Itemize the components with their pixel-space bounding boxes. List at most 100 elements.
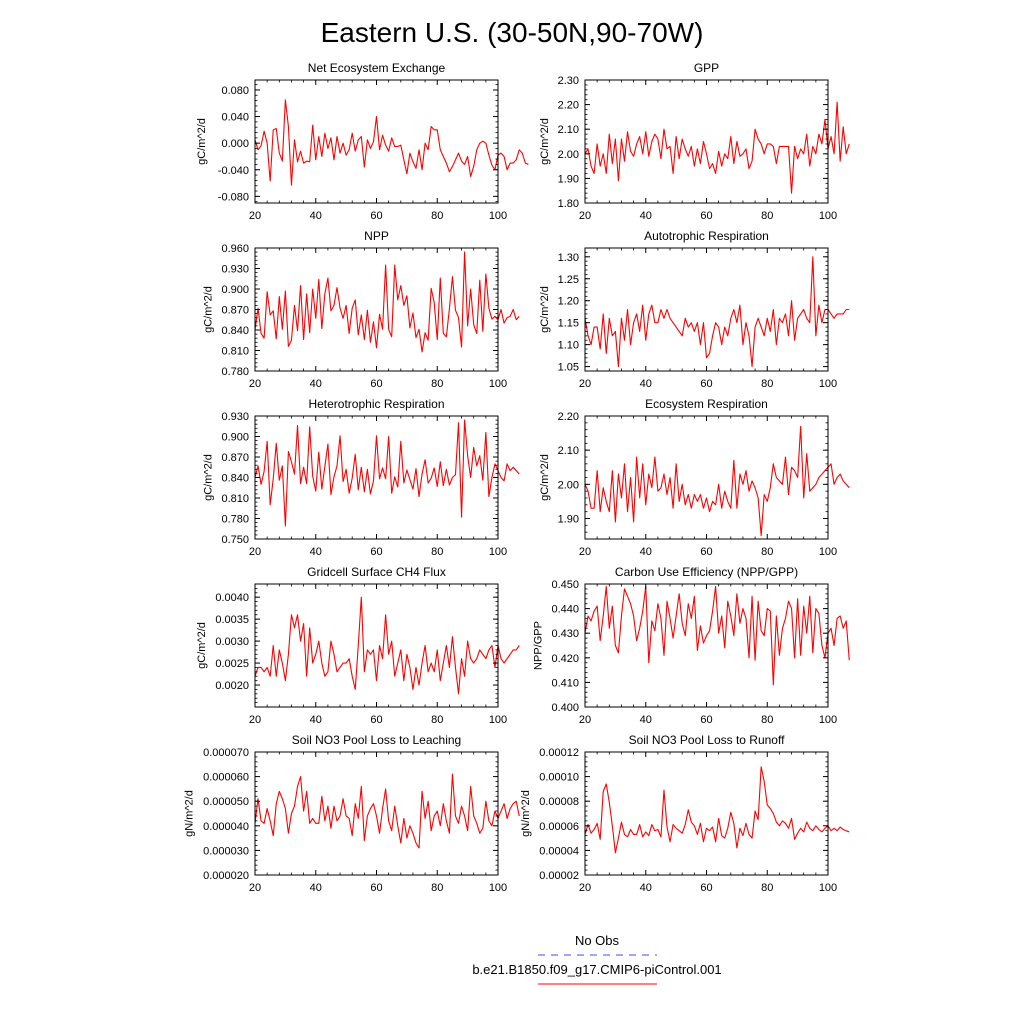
y-tick-label: 0.000050 [203, 796, 249, 808]
x-tick-label: 60 [700, 210, 712, 222]
y-axis-label: gC/m^2/d [539, 454, 551, 501]
panel-8: Carbon Use Efficiency (NPP/GPP) 20 40 60 80 1… [533, 565, 850, 726]
y-tick-label: 0.900 [221, 432, 249, 444]
x-tick-label: 60 [370, 714, 382, 726]
y-axis-label: gC/m^2/d [203, 454, 215, 501]
y-tick-label: 0.780 [221, 366, 249, 378]
legend-label-1: No Obs [575, 933, 620, 948]
legend: No Obs b.e21.B1850.f09_g17.CMIP6-piContro… [472, 933, 722, 985]
y-tick-label: 2.10 [558, 124, 579, 136]
y-tick-label: 0.000030 [203, 845, 249, 857]
x-tick-label: 40 [640, 546, 652, 558]
y-tick-label: 2.10 [558, 445, 579, 457]
x-tick-label: 40 [310, 546, 322, 558]
panel-10: Soil NO3 Pool Loss to Runoff 20 40 60 80 100 0… [520, 733, 850, 894]
x-tick-label: 100 [489, 714, 507, 726]
series-line [584, 256, 850, 368]
panel-title: Gridcell Surface CH4 Flux [307, 565, 446, 579]
y-tick-label: 0.000020 [203, 870, 249, 882]
y-tick-label: 0.00004 [539, 845, 579, 857]
panels: Net Ecosystem Exchange 20 40 60 80 100 -0.080 -… [184, 61, 850, 894]
y-tick-label: 2.00 [558, 479, 579, 491]
y-tick-label: 0.440 [551, 604, 579, 616]
y-tick-label: 0.0020 [215, 680, 249, 692]
x-tick-label: 40 [640, 210, 652, 222]
y-tick-label: 0.420 [551, 653, 579, 665]
y-tick-label: 0.0035 [215, 614, 249, 626]
x-tick-label: 80 [761, 714, 773, 726]
series-line [254, 99, 529, 186]
y-tick-label: 0.840 [221, 473, 249, 485]
y-axis-label: gC/m^2/d [196, 118, 208, 165]
y-tick-label: 0.400 [551, 702, 579, 714]
y-tick-label: 0.00002 [539, 870, 579, 882]
main-title: Eastern U.S. (30-50N,90-70W) [321, 17, 704, 48]
x-tick-label: 80 [431, 546, 443, 558]
y-tick-label: 0.780 [221, 514, 249, 526]
x-tick-label: 20 [579, 546, 591, 558]
y-axis-label: gC/m^2/d [539, 118, 551, 165]
x-tick-label: 80 [761, 378, 773, 390]
y-tick-label: 2.00 [558, 149, 579, 161]
y-tick-label: 1.20 [558, 296, 579, 308]
y-tick-label: 1.25 [558, 274, 579, 286]
series-line [584, 585, 850, 686]
x-tick-label: 40 [310, 882, 322, 894]
panel-title: Carbon Use Efficiency (NPP/GPP) [615, 565, 798, 579]
y-tick-label: 0.810 [221, 346, 249, 358]
panel-title: NPP [364, 229, 389, 243]
y-tick-label: 0.870 [221, 305, 249, 317]
y-tick-label: 1.90 [558, 173, 579, 185]
panel-5: Heterotrophic Respiration 20 40 60 80 100 0.75… [203, 397, 520, 558]
series-line [254, 773, 520, 849]
y-tick-label: -0.040 [218, 165, 249, 177]
x-tick-label: 80 [431, 714, 443, 726]
y-tick-label: 1.90 [558, 514, 579, 526]
y-tick-label: 0.840 [221, 325, 249, 337]
panel-4: Autotrophic Respiration 20 40 60 80 100 1.05 1.… [539, 229, 850, 390]
series-line [584, 766, 850, 854]
x-tick-label: 40 [640, 378, 652, 390]
x-tick-label: 20 [249, 546, 261, 558]
x-tick-label: 60 [700, 714, 712, 726]
y-axis-label: gC/m^2/d [539, 286, 551, 333]
y-tick-label: 0.0030 [215, 636, 249, 648]
x-tick-label: 40 [640, 714, 652, 726]
y-tick-label: 1.30 [558, 252, 579, 264]
y-axis-label: gC/m^2/d [196, 622, 208, 669]
y-tick-label: 0.000060 [203, 772, 249, 784]
y-tick-label: 0.00008 [539, 796, 579, 808]
panel-9: Soil NO3 Pool Loss to Leaching 20 40 60 80 10… [184, 733, 520, 894]
y-tick-label: 0.430 [551, 628, 579, 640]
panel-7: Gridcell Surface CH4 Flux 20 40 60 80 100 0.00… [196, 565, 520, 726]
x-tick-label: 80 [431, 882, 443, 894]
y-tick-label: 0.450 [551, 579, 579, 591]
panel-title: Ecosystem Respiration [645, 397, 768, 411]
x-tick-label: 20 [249, 882, 261, 894]
series-line [254, 251, 520, 353]
x-tick-label: 80 [761, 882, 773, 894]
x-tick-label: 40 [640, 882, 652, 894]
y-tick-label: 0.810 [221, 493, 249, 505]
series-line [254, 419, 520, 527]
x-tick-label: 60 [370, 378, 382, 390]
x-tick-label: 80 [431, 378, 443, 390]
y-tick-label: 0.000040 [203, 821, 249, 833]
x-tick-label: 100 [819, 714, 837, 726]
y-tick-label: 1.05 [558, 362, 579, 374]
y-tick-label: 2.30 [558, 75, 579, 87]
x-tick-label: 20 [249, 714, 261, 726]
y-tick-label: 1.15 [558, 318, 579, 330]
y-tick-label: -0.080 [218, 191, 249, 203]
x-tick-label: 20 [249, 378, 261, 390]
y-axis-label: NPP/GPP [533, 621, 545, 670]
y-tick-label: 1.80 [558, 198, 579, 210]
y-tick-label: 0.00010 [539, 772, 579, 784]
y-tick-label: 0.0025 [215, 658, 249, 670]
y-tick-label: 0.000070 [203, 747, 249, 759]
y-tick-label: 0.930 [221, 411, 249, 423]
y-tick-label: 0.00012 [539, 747, 579, 759]
x-tick-label: 100 [489, 210, 507, 222]
